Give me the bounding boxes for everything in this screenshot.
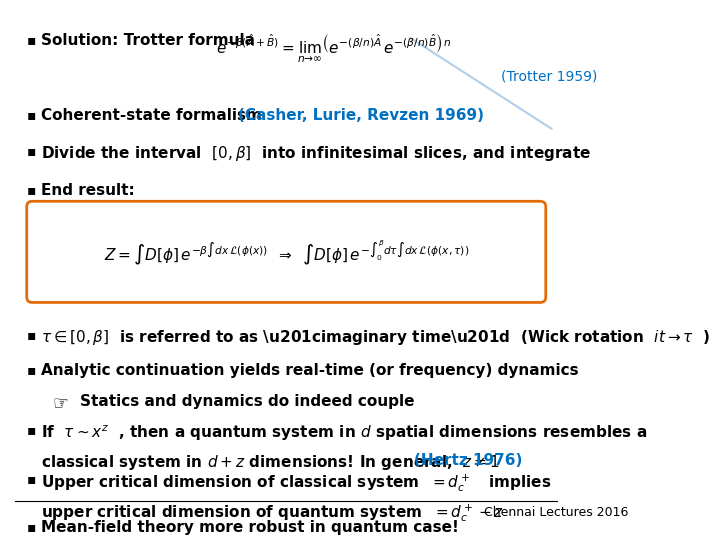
Text: Chennai Lectures 2016: Chennai Lectures 2016 bbox=[484, 507, 628, 519]
Text: Mean-field theory more robust in quantum case!: Mean-field theory more robust in quantum… bbox=[41, 521, 459, 535]
Text: ▪: ▪ bbox=[27, 144, 36, 158]
Text: upper critical dimension of quantum system  $= d_c^+ - z$: upper critical dimension of quantum syst… bbox=[41, 502, 504, 524]
Text: $\tau \in [0,\beta]$  is referred to as \u201cimaginary time\u201d  (Wick rotati: $\tau \in [0,\beta]$ is referred to as \… bbox=[41, 328, 710, 347]
Text: ▪: ▪ bbox=[27, 423, 36, 437]
Text: ▪: ▪ bbox=[27, 363, 36, 377]
Text: ▪: ▪ bbox=[27, 108, 36, 122]
Text: ▪: ▪ bbox=[27, 472, 36, 486]
Text: ▪: ▪ bbox=[27, 521, 36, 534]
Text: End result:: End result: bbox=[41, 183, 135, 198]
Text: Coherent-state formalism: Coherent-state formalism bbox=[41, 108, 267, 123]
Text: Upper critical dimension of classical system  $= d_c^+$   implies: Upper critical dimension of classical sy… bbox=[41, 472, 552, 494]
Text: If  $\tau \sim x^z$  , then a quantum system in $d$ spatial dimensions resembles: If $\tau \sim x^z$ , then a quantum syst… bbox=[41, 423, 647, 443]
Text: $Z = \int D[\phi]\, e^{-\beta \int dx\, \mathcal{L}(\phi(x))} \;\;\Rightarrow\;\: $Z = \int D[\phi]\, e^{-\beta \int dx\, … bbox=[104, 238, 469, 267]
Text: (Trotter 1959): (Trotter 1959) bbox=[500, 69, 597, 83]
Text: (Casher, Lurie, Revzen 1969): (Casher, Lurie, Revzen 1969) bbox=[238, 108, 485, 123]
Text: $e^{-\beta(\hat{A}+\hat{B})} = \lim_{n\to\infty}\left(e^{-(\beta/n)\hat{A}}e^{-(: $e^{-\beta(\hat{A}+\hat{B})} = \lim_{n\t… bbox=[216, 33, 451, 65]
Text: ▪: ▪ bbox=[27, 328, 36, 342]
FancyBboxPatch shape bbox=[27, 201, 546, 302]
Text: Statics and dynamics do indeed couple: Statics and dynamics do indeed couple bbox=[81, 394, 415, 409]
Text: (Hertz 1976): (Hertz 1976) bbox=[414, 454, 522, 468]
Text: ▪: ▪ bbox=[27, 183, 36, 197]
Text: classical system in $d + z$ dimensions! In general,  $z \neq 1$: classical system in $d + z$ dimensions! … bbox=[41, 454, 517, 472]
Text: Solution: Trotter formula: Solution: Trotter formula bbox=[41, 33, 255, 48]
Text: Analytic continuation yields real-time (or frequency) dynamics: Analytic continuation yields real-time (… bbox=[41, 363, 578, 378]
Text: Divide the interval  $[0,\beta]$  into infinitesimal slices, and integrate: Divide the interval $[0,\beta]$ into inf… bbox=[41, 144, 591, 163]
Text: ▪: ▪ bbox=[27, 33, 36, 46]
Text: ☞: ☞ bbox=[52, 394, 68, 412]
